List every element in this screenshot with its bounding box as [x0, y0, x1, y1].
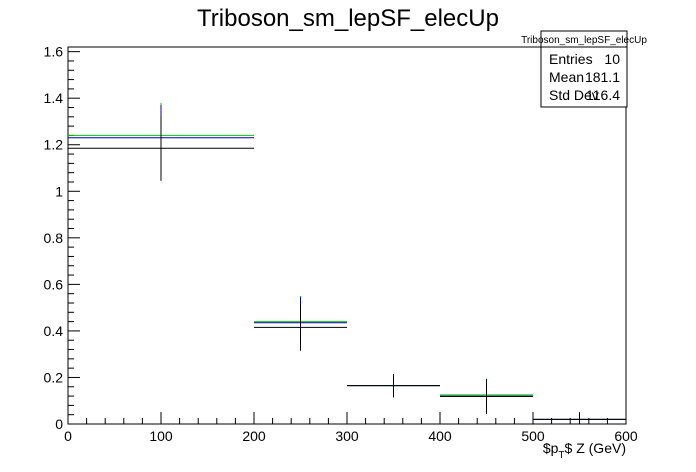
y-tick-label: 0.6: [44, 276, 64, 292]
x-axis-label-part: $ Z (GeV): [565, 440, 626, 456]
y-tick-label: 1.2: [44, 137, 64, 153]
series-layer: [68, 102, 626, 424]
stats-stddev-label: Std Dev: [549, 87, 599, 103]
x-tick-label: 0: [64, 428, 72, 444]
y-tick-label: 1: [55, 183, 63, 199]
y-tick-label: 1.6: [44, 44, 64, 60]
y-tick-label: 0.2: [44, 369, 64, 385]
stats-box-frame: [540, 30, 628, 108]
stats-mean-label: Mean: [549, 69, 584, 85]
x-axis-label-part: T: [558, 450, 564, 461]
y-tick-label: 0.8: [44, 230, 64, 246]
x-tick-label: 600: [614, 428, 638, 444]
x-axis-label: $pT$ Z (GeV): [543, 440, 626, 461]
stats-box: Triboson_sm_lepSF_elecUp Entries 10 Mean…: [521, 30, 647, 108]
y-tick-label: 0.4: [44, 323, 64, 339]
series-0: [68, 115, 626, 424]
stats-box-title: Triboson_sm_lepSF_elecUp: [521, 35, 647, 46]
x-axis: 0 100 200 300 400 500 600: [64, 412, 638, 444]
x-axis-label-part: $p: [543, 440, 559, 456]
x-tick-label: 500: [521, 428, 545, 444]
stats-entries-label: Entries: [549, 51, 593, 67]
series-1: [68, 102, 626, 424]
chart-title: Triboson_sm_lepSF_elecUp: [197, 5, 499, 32]
y-axis: 0 0.2 0.4 0.6 0.8 1 1.2 1.4 1.6: [44, 44, 80, 432]
x-tick-label: 100: [149, 428, 173, 444]
stats-entries-value: 10: [604, 51, 620, 67]
x-tick-label: 300: [335, 428, 359, 444]
x-tick-label: 400: [428, 428, 452, 444]
y-tick-label: 1.4: [44, 90, 64, 106]
stats-stddev-value: 116.4: [586, 87, 620, 103]
y-tick-label: 0: [55, 416, 63, 432]
x-tick-label: 200: [242, 428, 266, 444]
series-2: [68, 105, 626, 424]
stats-mean-value: 181.1: [585, 69, 620, 85]
